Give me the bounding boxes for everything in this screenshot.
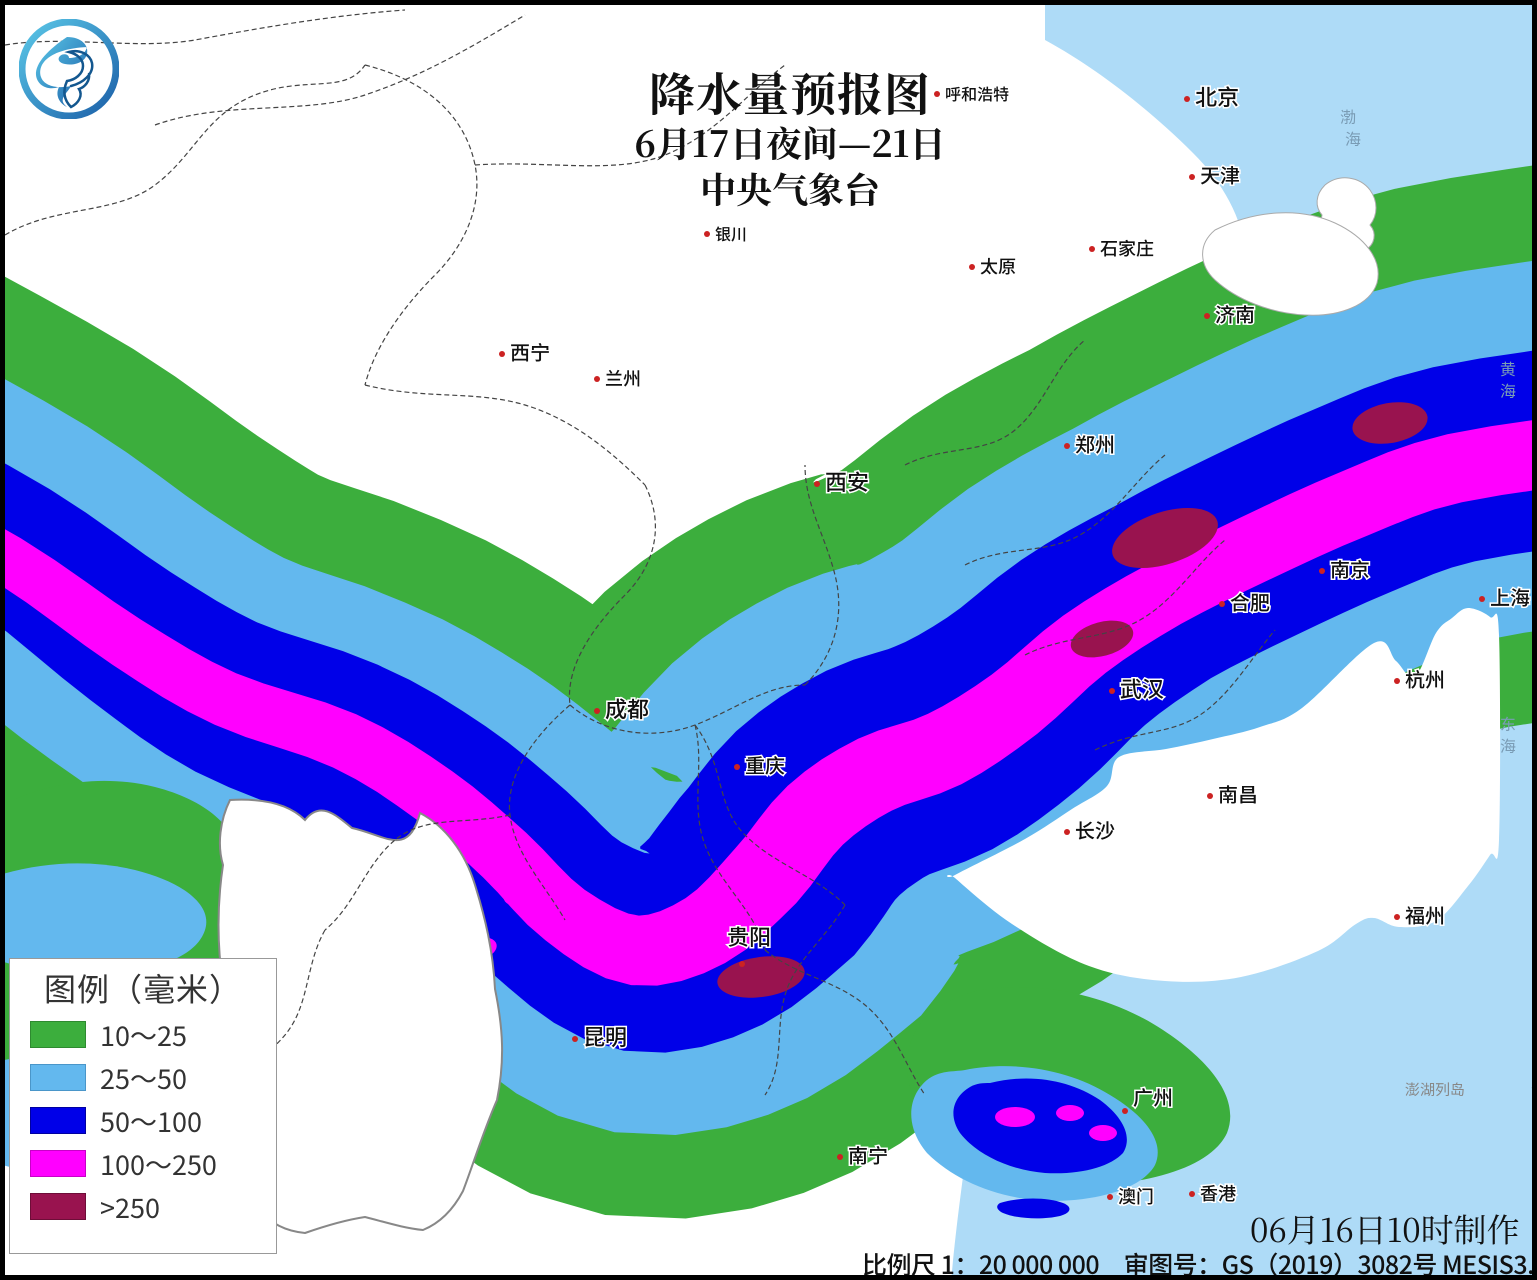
svg-text:北京: 北京 (1195, 80, 1239, 112)
svg-text:杭州: 杭州 (1405, 664, 1445, 693)
svg-text:南京: 南京 (1330, 554, 1370, 583)
svg-text:海: 海 (1500, 733, 1516, 757)
svg-text:石家庄: 石家庄 (1100, 235, 1154, 261)
svg-text:合肥: 合肥 (1230, 587, 1270, 616)
svg-text:兰州: 兰州 (605, 365, 641, 391)
svg-text:长沙: 长沙 (1075, 815, 1115, 844)
svg-text:济南: 济南 (1215, 299, 1255, 328)
svg-text:南昌: 南昌 (1218, 779, 1258, 808)
svg-text:西宁: 西宁 (510, 337, 550, 366)
svg-text:上海: 上海 (1490, 582, 1530, 611)
svg-text:台湾: 台湾 (1530, 1079, 1537, 1100)
svg-text:渤: 渤 (1340, 104, 1356, 128)
svg-text:西安: 西安 (825, 465, 869, 497)
svg-text:贵阳: 贵阳 (727, 920, 771, 952)
svg-text:澎湖列岛: 澎湖列岛 (1405, 1079, 1465, 1100)
svg-text:福州: 福州 (1405, 900, 1445, 929)
svg-text:武汉: 武汉 (1120, 672, 1164, 704)
svg-text:广州: 广州 (1133, 1082, 1173, 1111)
svg-text:银川: 银川 (715, 221, 747, 245)
svg-text:南宁: 南宁 (848, 1140, 888, 1169)
svg-text:重庆: 重庆 (745, 750, 785, 779)
svg-text:香港: 香港 (1200, 1180, 1236, 1206)
svg-text:昆明: 昆明 (583, 1020, 627, 1052)
svg-text:天津: 天津 (1200, 160, 1240, 189)
svg-text:海: 海 (1500, 378, 1516, 402)
svg-text:东: 东 (1500, 711, 1516, 735)
svg-text:太原: 太原 (980, 253, 1016, 279)
svg-text:郑州: 郑州 (1075, 429, 1115, 458)
svg-text:黄: 黄 (1500, 356, 1516, 380)
svg-text:澳门: 澳门 (1118, 1183, 1154, 1209)
svg-text:成都: 成都 (605, 692, 649, 724)
svg-text:海: 海 (1345, 126, 1361, 150)
